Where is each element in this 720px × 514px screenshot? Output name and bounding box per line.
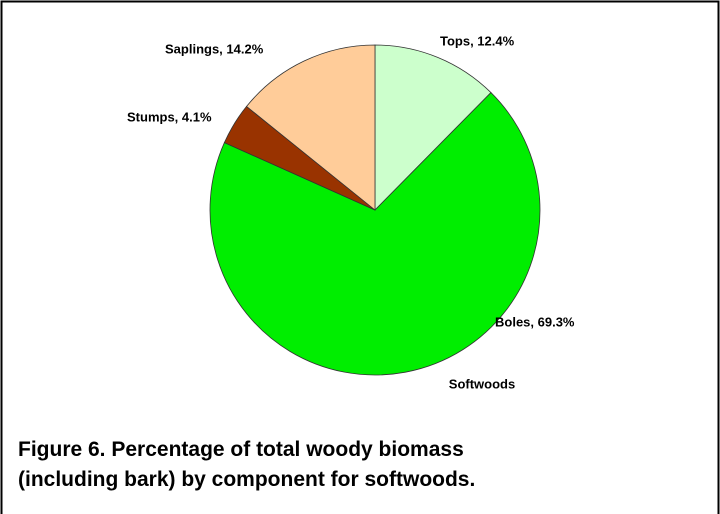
slice-label: Tops, 12.4%: [440, 33, 515, 48]
slice-label: Boles, 69.3%: [495, 314, 575, 329]
slice-label: Saplings, 14.2%: [165, 41, 264, 56]
pie-slice: [209, 92, 541, 376]
pie-slice: [245, 44, 376, 211]
pie-slice: [374, 44, 492, 211]
pie: [209, 44, 541, 376]
pie-subtitle: Softwoods: [449, 376, 515, 391]
figure-caption: Figure 6. Percentage of total woody biom…: [18, 438, 476, 491]
slice-label: Stumps, 4.1%: [127, 109, 212, 124]
